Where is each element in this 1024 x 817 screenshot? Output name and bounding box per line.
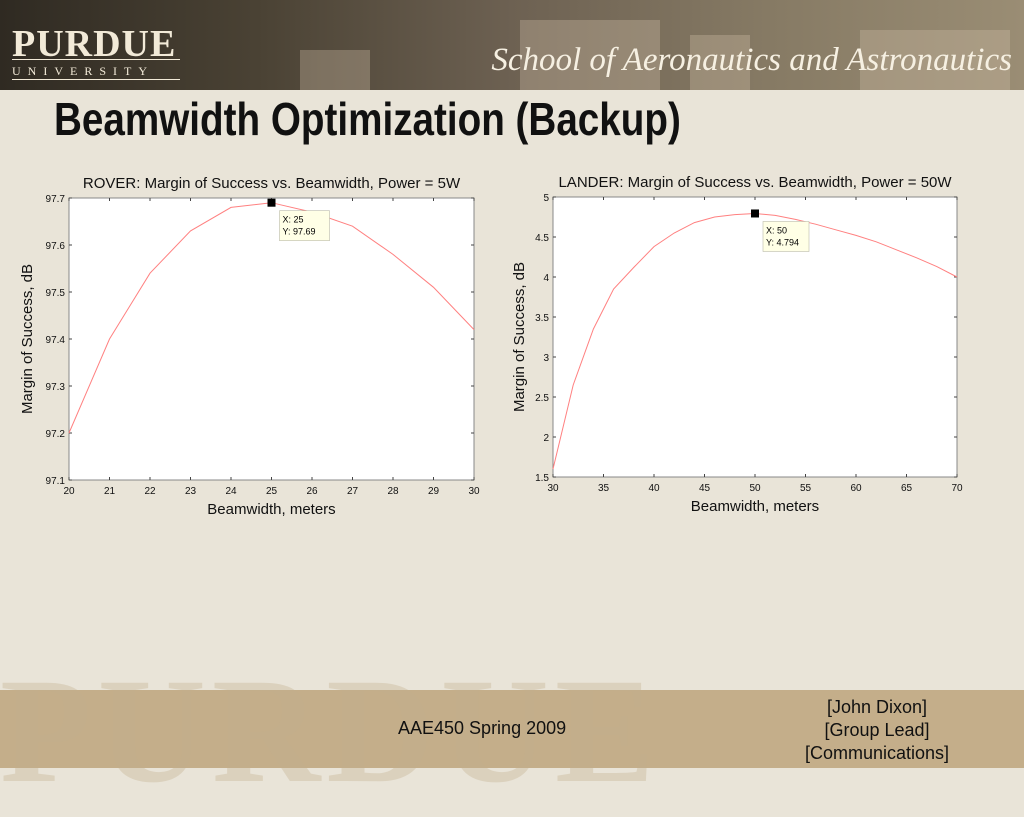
chart1-xtick-label: 30 [547,483,559,494]
chart1-ytick-label: 3 [543,353,549,364]
footer-credits: [John Dixon] [Group Lead] [Communication… [780,696,974,765]
page-title: Beamwidth Optimization (Backup) [54,93,681,145]
footer-bar [0,690,1024,768]
chart0-ytick-label: 97.4 [46,335,66,346]
chart0-xtick-label: 20 [63,486,75,497]
purdue-logo: PURDUE [12,23,177,65]
chart0-xlabel: Beamwidth, meters [207,501,335,518]
chart1-xtick-label: 70 [951,483,963,494]
chart1-xtick-label: 65 [901,483,913,494]
chart0-datatip-y: Y: 97.69 [283,227,316,237]
chart0-xtick-label: 25 [266,486,278,497]
chart1-xtick-label: 40 [648,483,660,494]
rover-chart: ROVER: Margin of Success vs. Beamwidth, … [19,175,480,518]
chart1-datatip-x: X: 50 [766,225,787,235]
footer-team: [Communications] [804,743,950,763]
chart1-xtick-label: 35 [598,483,610,494]
chart0-ytick-label: 97.3 [46,382,66,393]
logo-rule-bottom [12,79,180,80]
footer-course: AAE450 Spring 2009 [398,718,567,738]
chart0-ylabel: Margin of Success, dB [19,264,36,414]
chart1-xtick-label: 60 [850,483,862,494]
chart1-plot-area [552,196,958,478]
chart0-ytick-label: 97.2 [46,429,66,440]
chart1-xtick-label: 45 [699,483,711,494]
chart1-datatip-y: Y: 4.794 [766,237,799,247]
chart0-xtick-label: 29 [428,486,440,497]
chart0-xtick-label: 21 [104,486,116,497]
chart1-datatip-marker [751,209,759,218]
footer-name: [John Dixon] [826,697,928,717]
chart1-ytick-label: 5 [543,193,549,204]
chart0-title: ROVER: Margin of Success vs. Beamwidth, … [83,175,461,192]
chart1-ylabel: Margin of Success, dB [511,262,528,412]
chart0-xtick-label: 26 [306,486,318,497]
footer-role: [Group Lead] [824,720,930,740]
chart1-ytick-label: 3.5 [535,313,549,324]
chart0-plot-area [68,197,475,481]
chart1-datatip-box [762,221,810,252]
chart0-xtick-label: 22 [144,486,156,497]
chart1-ytick-label: 4.5 [535,233,549,244]
chart1-ytick-label: 2 [543,433,549,444]
chart1-ytick-label: 2.5 [535,393,549,404]
chart0-ytick-label: 97.5 [46,288,66,299]
chart1-xtick-label: 55 [800,483,812,494]
chart0-ytick-label: 97.1 [46,476,66,487]
lander-chart: LANDER: Margin of Success vs. Beamwidth,… [511,174,963,515]
chart0-datatip-box [279,210,330,242]
school-name: School of Aeronautics and Astronautics [491,42,1012,78]
logo-rule-top [12,59,180,60]
chart1-title: LANDER: Margin of Success vs. Beamwidth,… [558,174,952,191]
chart0-ytick-label: 97.7 [46,194,66,205]
chart0-datatip-x: X: 25 [283,215,304,225]
chart1-xtick-label: 50 [749,483,761,494]
chart0-xtick-label: 23 [185,486,197,497]
chart0-xtick-label: 28 [387,486,399,497]
chart1-ytick-label: 1.5 [535,473,549,484]
purdue-logo-subtitle: UNIVERSITY [12,64,154,78]
chart1-ytick-label: 4 [543,273,549,284]
chart0-xtick-label: 30 [468,486,480,497]
header-banner: PURDUE UNIVERSITY School of Aeronautics … [0,0,1024,90]
chart0-xtick-label: 27 [347,486,359,497]
chart1-xlabel: Beamwidth, meters [691,498,819,515]
chart0-datatip-marker [267,198,276,207]
chart0-xtick-label: 24 [225,486,237,497]
chart0-ytick-label: 97.6 [46,241,66,252]
